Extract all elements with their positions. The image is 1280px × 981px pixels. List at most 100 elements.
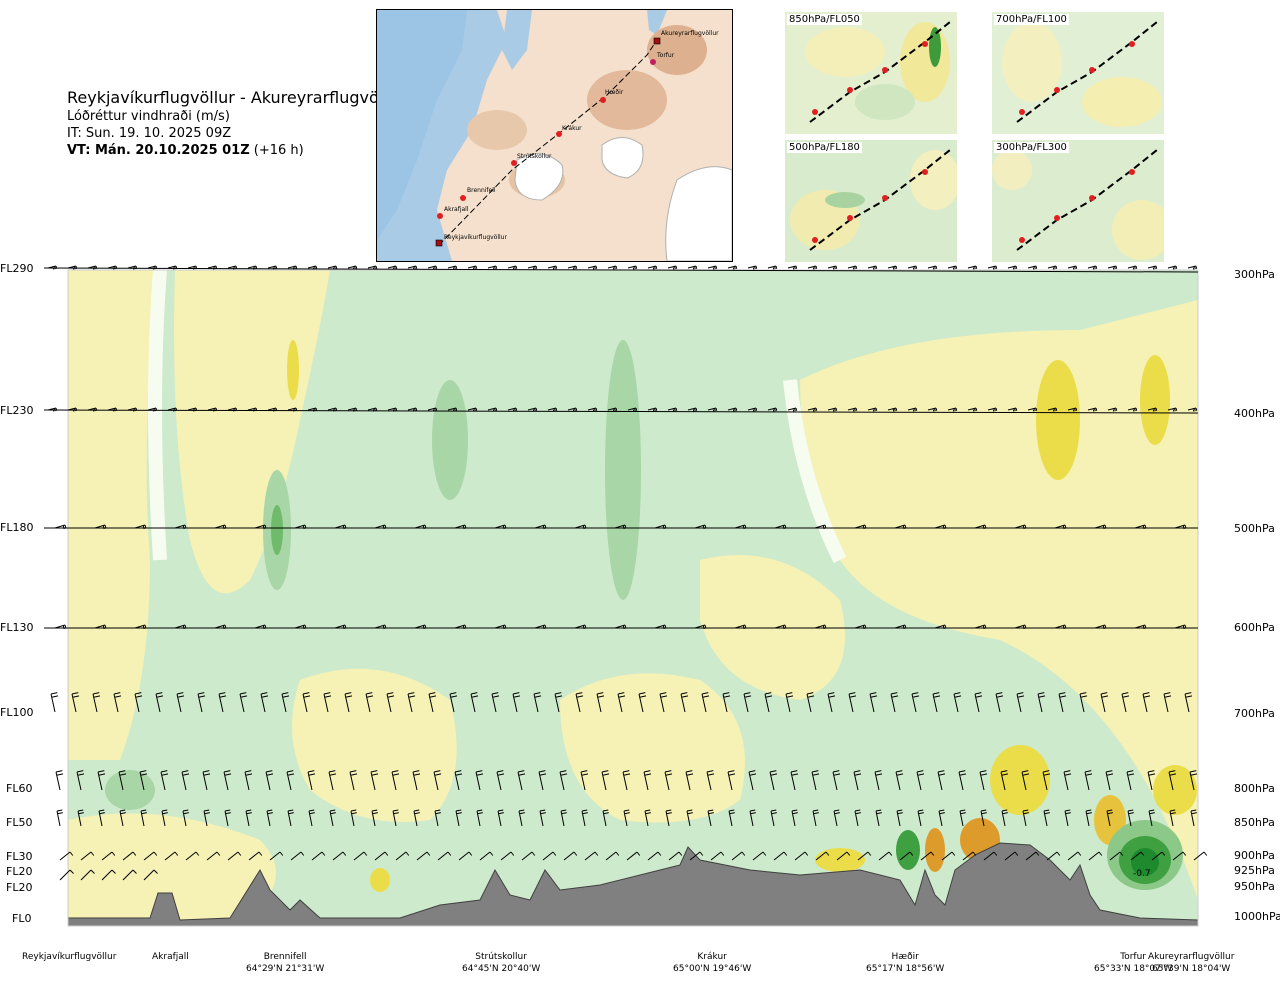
wind-barb <box>412 770 421 791</box>
wind-barb <box>534 624 547 630</box>
wind-barb <box>307 770 316 791</box>
wind-barb <box>127 407 138 412</box>
wind-barb <box>995 692 1004 713</box>
wind-barb <box>554 692 563 713</box>
wind-barb <box>1014 524 1027 530</box>
station-label-akureyri: Akureyrarflugvöllur 65°39'N 18°04'W <box>1148 951 1234 975</box>
wind-barb <box>1167 265 1178 270</box>
wind-barb <box>707 809 714 827</box>
wind-barb <box>71 692 80 713</box>
wind-barb <box>223 770 232 791</box>
wind-barb <box>447 407 458 412</box>
fl-label-30: FL30 <box>6 850 33 863</box>
wind-barb <box>980 809 987 827</box>
wind-barb <box>581 809 588 827</box>
wind-barb <box>332 851 347 861</box>
p-label-800: 800hPa <box>1234 782 1275 795</box>
wind-barb <box>567 265 578 270</box>
wind-barb <box>794 851 809 861</box>
station-label-akrafjall: Akrafjall <box>152 951 189 963</box>
wind-barb <box>899 851 914 861</box>
map-station-reykjavik <box>435 239 443 247</box>
wind-barb <box>811 770 820 791</box>
wind-barb <box>934 524 947 530</box>
field-sinking-1 <box>432 380 468 500</box>
wind-barb <box>607 265 618 270</box>
wind-barb <box>967 407 978 412</box>
wind-barb <box>1094 524 1107 530</box>
wind-barb <box>1193 851 1208 861</box>
wind-barb <box>455 809 462 827</box>
wind-barb <box>496 770 505 791</box>
wind-barb <box>654 524 667 530</box>
map-label-strutskollur: Strútskollur <box>517 153 552 160</box>
field-sinking-4 <box>271 505 283 555</box>
wind-barb <box>1100 692 1109 713</box>
route-map: Akureyrarflugvöllur Torfur Hæðir Krákur … <box>376 9 733 262</box>
wind-barb <box>707 407 718 412</box>
map-station-akrafjall <box>437 213 443 219</box>
wind-barb <box>694 624 707 630</box>
wind-barb <box>1067 851 1082 861</box>
wind-barb <box>987 265 998 270</box>
wind-barb <box>643 770 652 791</box>
wind-barb <box>1130 851 1145 861</box>
station-name: Brennifell <box>263 952 307 962</box>
wind-barb <box>687 265 698 270</box>
wind-barb <box>54 624 67 630</box>
wind-barb <box>287 265 298 270</box>
wind-barb <box>287 809 294 827</box>
wind-barb <box>853 770 862 791</box>
map-label-torfur: Torfur <box>656 52 675 59</box>
wind-barb <box>1001 809 1008 827</box>
wind-barb <box>1027 265 1038 270</box>
wind-barb <box>1027 407 1038 412</box>
wind-barb <box>752 851 767 861</box>
wind-barb <box>895 770 904 791</box>
wind-barb <box>836 851 851 861</box>
wind-barb <box>479 851 494 861</box>
wind-barb <box>574 624 587 630</box>
wind-barb <box>101 851 116 861</box>
annotation-value: -0.7 <box>1133 869 1151 879</box>
wind-barb <box>728 809 735 827</box>
wind-barb <box>767 407 778 412</box>
wind-barb <box>847 265 858 270</box>
wind-barb <box>887 407 898 412</box>
wind-barb <box>1054 624 1067 630</box>
wind-barb <box>958 770 967 791</box>
map-label-akrafjall: Akrafjall <box>444 206 469 213</box>
wind-barb <box>1167 407 1178 412</box>
wind-barb <box>244 770 253 791</box>
wind-barb <box>769 770 778 791</box>
wind-barb <box>867 407 878 412</box>
wind-barb <box>67 407 78 412</box>
wind-barb <box>627 407 638 412</box>
wind-barb <box>665 809 672 827</box>
wind-barb <box>227 851 242 861</box>
field-rising-strong-5 <box>1153 765 1197 815</box>
wind-barb <box>497 809 504 827</box>
p-label-950: 950hPa <box>1234 880 1275 893</box>
route-map-canvas: Akureyrarflugvöllur Torfur Hæðir Krákur … <box>377 10 732 261</box>
wind-barb <box>80 869 95 881</box>
wind-barb <box>527 407 538 412</box>
wind-barb <box>1134 524 1147 530</box>
wind-barb <box>87 265 98 270</box>
wind-barb <box>807 407 818 412</box>
initial-time: IT: Sun. 19. 10. 2025 09Z <box>67 126 232 141</box>
fl-label-130: FL130 <box>0 621 34 634</box>
wind-barb <box>814 624 827 630</box>
wind-barb <box>667 265 678 270</box>
p-label-600: 600hPa <box>1234 621 1275 634</box>
wind-barb <box>727 407 738 412</box>
wind-barb <box>667 407 678 412</box>
wind-barb <box>894 624 907 630</box>
station-name: Krákur <box>697 952 727 962</box>
wind-barb <box>59 851 74 861</box>
wind-barb <box>47 265 58 270</box>
wind-barb <box>659 692 668 713</box>
wind-barb <box>517 770 526 791</box>
wind-barb <box>614 624 627 630</box>
